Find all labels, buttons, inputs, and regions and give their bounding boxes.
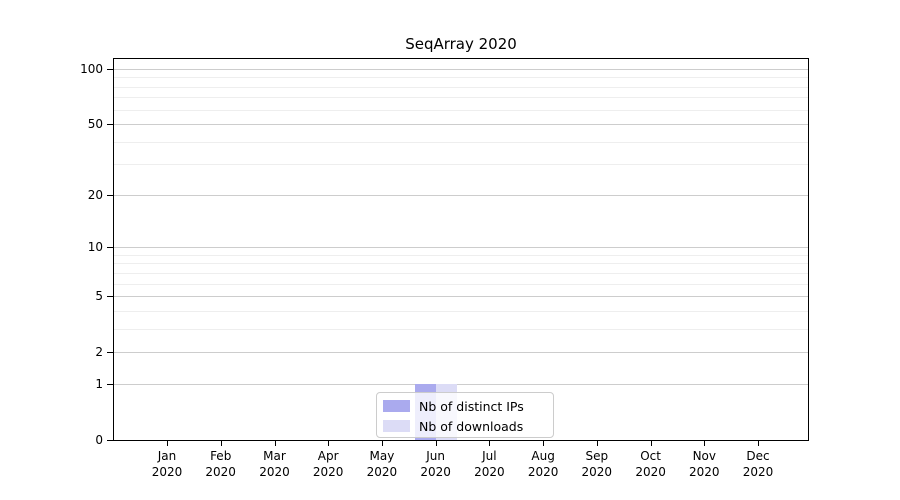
y-gridline-minor — [114, 310, 808, 312]
y-tick-mark — [107, 247, 113, 249]
y-gridline-minor — [114, 109, 808, 111]
x-tick-mark — [381, 441, 383, 446]
y-tick-label: 50 — [87, 116, 103, 131]
plot-area — [113, 58, 809, 441]
legend-swatch-downloads-icon — [383, 420, 410, 432]
y-gridline-major — [114, 296, 808, 297]
legend-label-downloads: Nb of downloads — [419, 418, 524, 434]
y-tick-mark — [107, 296, 113, 297]
y-tick-label: 100 — [80, 62, 103, 76]
x-tick-mark — [704, 441, 706, 446]
y-gridline-minor — [114, 328, 808, 330]
y-tick-label: 0 — [95, 433, 103, 447]
y-tick-label: 10 — [87, 240, 103, 255]
x-tick-mark — [167, 441, 168, 446]
x-tick-label: Dec 2020 — [742, 449, 774, 479]
y-tick-mark — [107, 69, 113, 70]
y-gridline-minor — [114, 141, 808, 143]
x-tick-mark — [328, 441, 330, 446]
legend-entry-distinct-ips: Nb of distinct IPs — [383, 397, 553, 415]
x-tick-label: Apr 2020 — [312, 449, 344, 479]
y-tick-label: 2 — [95, 344, 103, 359]
x-tick-label: Nov 2020 — [689, 449, 720, 479]
y-gridline-minor — [114, 97, 808, 99]
y-gridline-major — [114, 69, 808, 70]
y-gridline-minor — [114, 254, 808, 256]
x-tick-mark — [596, 441, 598, 446]
x-tick-mark — [489, 441, 491, 446]
x-tick-mark — [650, 441, 652, 446]
y-gridline-major — [114, 247, 808, 249]
x-tick-label: May 2020 — [366, 449, 398, 479]
y-tick-mark — [107, 195, 113, 197]
x-tick-mark — [758, 441, 759, 446]
y-gridline-minor — [114, 272, 808, 274]
legend-swatch-distinct-ips-icon — [383, 400, 410, 412]
legend-label-distinct-ips: Nb of distinct IPs — [419, 398, 524, 414]
x-tick-label: Oct 2020 — [635, 449, 666, 479]
y-gridline-minor — [114, 283, 808, 285]
y-tick-mark — [107, 123, 113, 125]
x-tick-label: Jan 2020 — [151, 449, 183, 479]
y-gridline-major — [114, 123, 808, 125]
y-tick-mark — [107, 351, 113, 353]
x-tick-label: Jul 2020 — [474, 449, 505, 479]
x-tick-label: Mar 2020 — [259, 449, 290, 479]
y-gridline-minor — [114, 86, 808, 88]
y-tick-label: 20 — [87, 188, 103, 203]
y-gridline-minor — [114, 77, 808, 79]
legend-entry-downloads: Nb of downloads — [383, 417, 553, 435]
legend: Nb of distinct IPs Nb of downloads — [376, 392, 554, 438]
y-gridline-major — [114, 195, 808, 197]
x-tick-label: Feb 2020 — [205, 449, 236, 479]
y-tick-label: 1 — [95, 377, 103, 392]
y-gridline-major — [114, 384, 808, 386]
x-tick-mark — [274, 441, 276, 446]
x-tick-mark — [220, 441, 222, 446]
y-gridline-major — [114, 351, 808, 353]
x-tick-label: Aug 2020 — [527, 449, 559, 479]
y-tick-label: 5 — [95, 289, 103, 303]
x-tick-label: Sep 2020 — [581, 449, 613, 479]
x-tick-mark — [543, 441, 545, 446]
x-tick-label: Jun 2020 — [420, 449, 451, 479]
y-tick-mark — [107, 384, 113, 386]
y-gridline-minor — [114, 263, 808, 265]
y-gridline-minor — [114, 163, 808, 165]
y-tick-mark — [107, 440, 113, 441]
chart-title: SeqArray 2020 — [405, 35, 517, 53]
x-tick-mark — [435, 441, 437, 446]
